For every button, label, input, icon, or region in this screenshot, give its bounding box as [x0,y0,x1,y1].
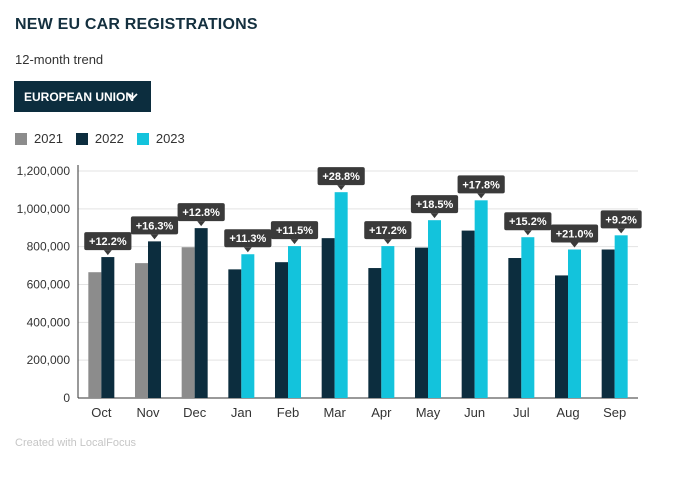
annotation-pointer [197,221,206,227]
annotation-pointer [243,247,252,253]
x-tick-label: Jan [231,405,252,420]
annotation-label: +15.2% [509,216,547,228]
annotation-label: +9.2% [605,214,637,226]
annotation-box [224,229,272,248]
chart-subtitle: 12-month trend [15,52,104,67]
annotation-pointer [383,239,392,245]
legend-item-2023[interactable]: 2023 [136,131,185,146]
annotation-box [457,175,505,194]
annotation-box [364,221,412,240]
annotation-label: +21.0% [556,229,594,241]
bar-2023-mar [334,192,348,398]
y-tick-label: 1,000,000 [17,202,71,216]
legend: 2021 2022 2023 [15,131,198,146]
legend-item-2021[interactable]: 2021 [15,131,63,146]
annotation-box [177,203,225,222]
x-tick-label: Oct [91,405,112,420]
bar-2022-oct [101,257,115,398]
legend-label-2022: 2022 [94,131,124,146]
legend-swatch-2023 [136,132,149,145]
annotation-label: +12.2% [89,236,127,248]
y-tick-label: 600,000 [27,278,71,292]
annotation-pointer [150,234,159,240]
annotation-label: +16.3% [136,220,174,232]
annotation-label: +12.8% [182,207,220,219]
x-tick-label: Jun [464,405,485,420]
bar-2022-jun [461,230,475,398]
bar-2022-jan [228,269,242,398]
annotation-pointer [477,193,486,199]
legend-label-2021: 2021 [34,131,63,146]
bar-2021-dec [181,247,195,398]
bar-2022-sep [601,249,615,398]
annotation-pointer [337,185,346,191]
annotation-box [130,216,179,235]
annotation-label: +17.2% [369,225,407,237]
legend-label-2023: 2023 [155,131,185,146]
annotation-pointer [617,228,626,234]
y-tick-label: 400,000 [27,315,71,329]
x-tick-label: Aug [556,405,579,420]
region-dropdown[interactable]: EUROPEAN UNION [14,81,151,112]
annotation-pointer [290,239,299,245]
legend-item-2022[interactable]: 2022 [75,131,124,146]
annotation-pointer [570,242,579,248]
y-tick-label: 200,000 [27,353,71,367]
bar-2021-nov [135,263,148,398]
bar-2022-dec [194,228,208,398]
annotation-box [504,212,552,231]
bar-2022-jul [508,258,522,398]
x-tick-label: Nov [136,405,160,420]
y-tick-label: 0 [63,391,70,405]
annotation-box [270,221,319,240]
y-tick-label: 800,000 [27,240,71,254]
annotation-box [410,195,459,214]
bar-2022-apr [368,268,382,398]
x-tick-label: May [416,405,441,420]
x-tick-label: Dec [183,405,207,420]
x-tick-label: Feb [277,405,299,420]
bar-2023-feb [288,246,301,398]
bar-2022-aug [555,275,568,398]
bar-2023-apr [381,246,395,398]
annotation-label: +28.8% [322,171,360,183]
x-tick-label: Apr [371,405,392,420]
bar-2023-jul [521,237,535,398]
bar-2023-may [428,220,441,398]
x-tick-label: Jul [513,405,530,420]
annotation-box [600,210,642,229]
annotation-box [84,232,132,251]
bar-2022-mar [321,238,335,398]
annotation-label: +11.3% [229,233,266,245]
bar-2022-feb [275,262,288,398]
annotation-box [317,167,365,186]
footer-credit: Created with LocalFocus [15,437,137,449]
annotation-label: +18.5% [416,199,454,211]
legend-swatch-2021 [15,132,27,145]
annotation-box [550,224,599,243]
x-tick-label: Sep [603,405,626,420]
bar-2023-aug [568,249,581,398]
annotation-pointer [523,230,532,236]
bar-2022-nov [148,241,161,398]
bar-2022-may [415,247,428,398]
chart-title: NEW EU CAR REGISTRATIONS [15,16,258,33]
chevron-down-icon [128,93,138,100]
annotation-pointer [103,250,112,256]
annotation-label: +17.8% [462,179,500,191]
x-tick-label: Mar [323,405,346,420]
annotation-pointer [430,213,439,219]
bar-2023-sep [614,235,628,398]
annotation-label: +11.5% [276,225,313,237]
legend-swatch-2022 [75,132,88,145]
bar-2023-jun [474,200,488,398]
bar-2023-jan [241,254,255,398]
y-tick-label: 1,200,000 [17,164,71,178]
region-dropdown-label: EUROPEAN UNION [24,89,135,104]
bar-2021-oct [88,272,102,398]
